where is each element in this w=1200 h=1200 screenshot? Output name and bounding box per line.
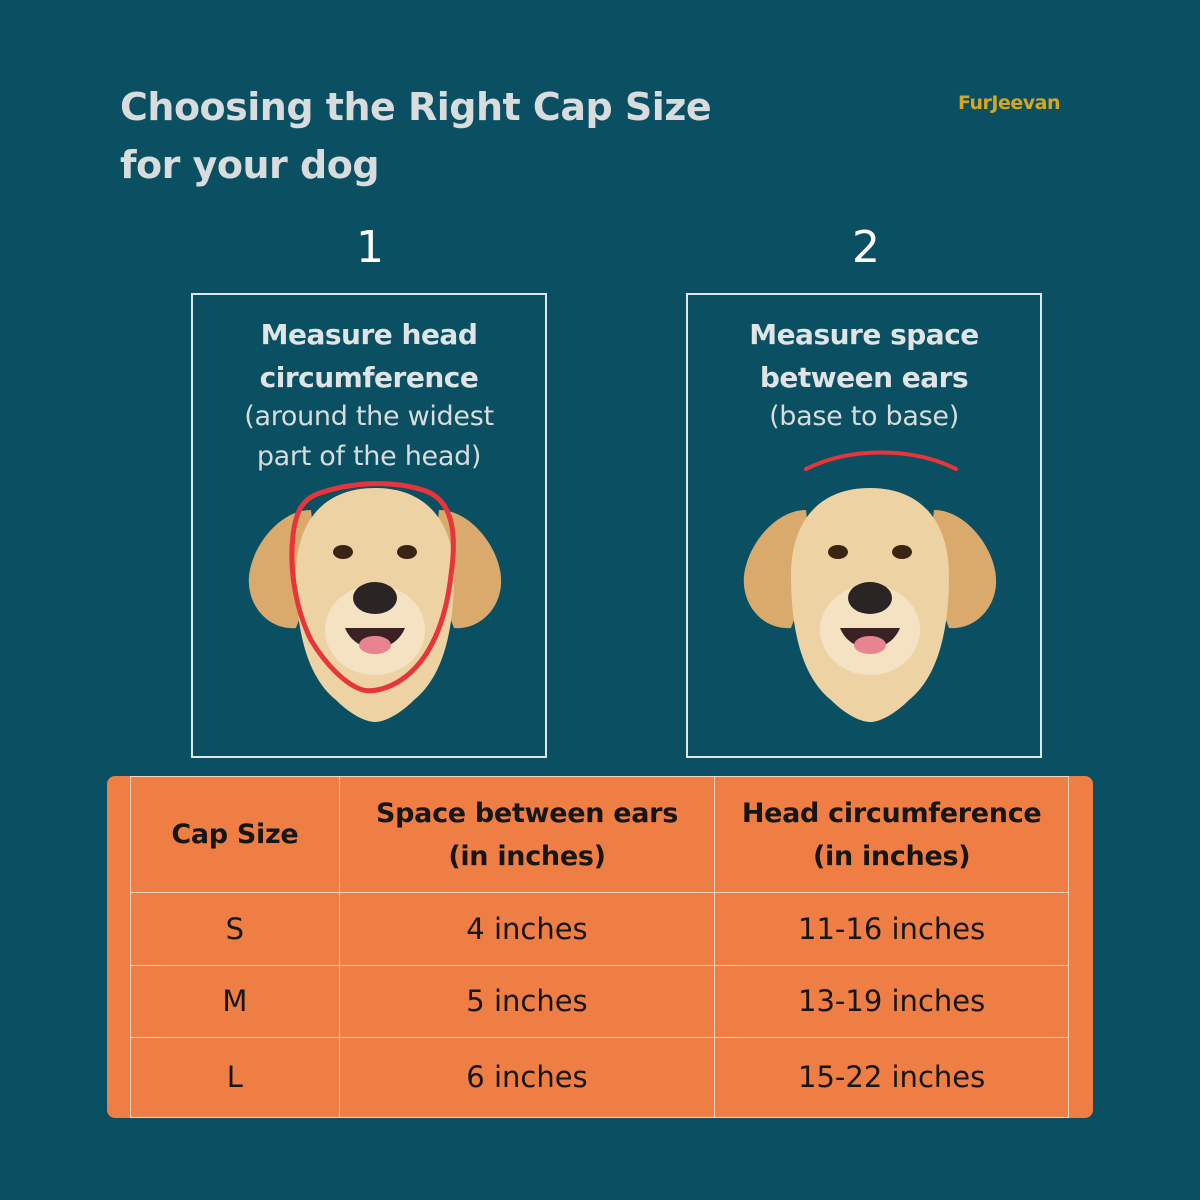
size-chart: Cap Size Space between ears (in inches) … <box>107 775 1093 1119</box>
step-panel-ear-space: Measure space between ears (base to base… <box>686 293 1042 758</box>
panel-1-sub-line-1: (around the widest <box>244 401 494 432</box>
table-row: S 4 inches 11-16 inches <box>130 892 1069 966</box>
dog-head-shape <box>248 488 502 722</box>
ear-span-arc <box>804 450 958 471</box>
panel-title-2: Measure space between ears <box>688 313 1040 399</box>
panel-1-sub-line-2: part of the head) <box>256 441 482 472</box>
cell-size: S <box>130 892 340 966</box>
cell-ear-space: 6 inches <box>338 1036 716 1119</box>
step-panel-head-circumference: Measure head circumference (around the w… <box>191 293 547 758</box>
header-head-circumference: Head circumference (in inches) <box>714 775 1069 894</box>
table-row: L 6 inches 15-22 inches <box>130 1036 1069 1119</box>
cell-ear-space: 4 inches <box>338 892 716 966</box>
header-ears-line-2: (in inches) <box>448 840 606 872</box>
title-line-2: for your dog <box>120 143 380 187</box>
header-space-between-ears: Space between ears (in inches) <box>338 775 716 894</box>
panel-2-sub-line-1: (base to base) <box>769 401 959 432</box>
title-line-1: Choosing the Right Cap Size <box>120 85 712 129</box>
cell-circumference: 11-16 inches <box>714 892 1069 966</box>
panel-2-title-line-1: Measure space <box>749 318 979 351</box>
panel-title-1: Measure head circumference <box>193 313 545 399</box>
step-number-2: 2 <box>852 222 880 273</box>
panel-subtitle-2: (base to base) <box>688 397 1040 437</box>
panel-2-title-line-2: between ears <box>759 361 969 394</box>
table-row: M 5 inches 13-19 inches <box>130 964 1069 1038</box>
cell-size: M <box>130 964 340 1038</box>
cell-size: L <box>130 1036 340 1119</box>
cell-circumference: 13-19 inches <box>714 964 1069 1038</box>
head-circumference-line <box>289 481 456 694</box>
cell-ear-space: 5 inches <box>338 964 716 1038</box>
panel-1-title-line-1: Measure head <box>260 318 478 351</box>
header-cap-size-label: Cap Size <box>171 819 299 851</box>
header-circ-line-1: Head circumference <box>741 797 1042 829</box>
dog-illustration-1 <box>248 481 502 722</box>
page-title: Choosing the Right Cap Size for your dog <box>120 78 760 194</box>
panel-subtitle-1: (around the widest part of the head) <box>193 397 545 477</box>
header-cap-size: Cap Size <box>130 775 340 894</box>
table-header-row: Cap Size Space between ears (in inches) … <box>130 775 1069 894</box>
header-ears-line-1: Space between ears <box>376 797 678 829</box>
size-table: Cap Size Space between ears (in inches) … <box>130 775 1069 1119</box>
brand-logo: FurJeevan <box>958 92 1061 114</box>
panel-1-title-line-2: circumference <box>259 361 479 394</box>
header-circ-line-2: (in inches) <box>812 840 971 872</box>
cell-circumference: 15-22 inches <box>714 1036 1069 1119</box>
step-number-1: 1 <box>356 222 384 273</box>
dog-illustration-2 <box>743 488 997 722</box>
